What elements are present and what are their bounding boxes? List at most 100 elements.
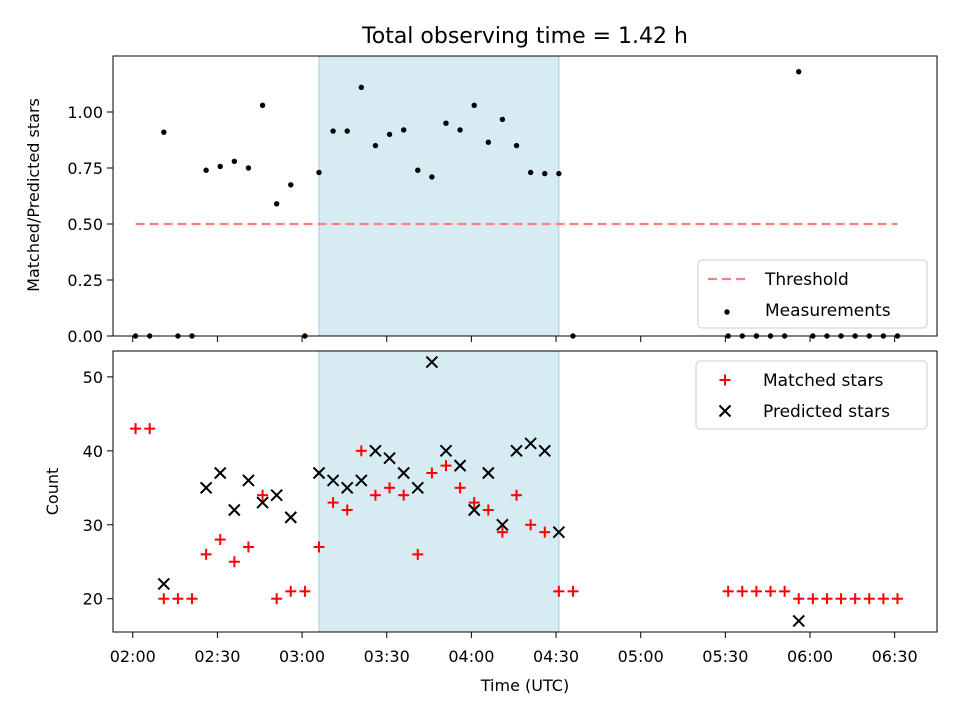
x-tick-label: 02:00 (110, 647, 156, 666)
top-y-tick-label: 0.75 (67, 159, 103, 178)
bottom-y-tick-label: 40 (83, 442, 103, 461)
predicted-star-marker (284, 511, 297, 524)
predicted-star-marker (157, 577, 171, 591)
measurement-point (415, 167, 421, 173)
measurement-point (796, 68, 802, 75)
x-tick-label: 06:00 (787, 647, 833, 666)
matched-star-marker (496, 526, 508, 538)
measurement-point (259, 102, 266, 108)
bottom-observing-span (318, 350, 560, 633)
matched-star-marker (327, 497, 339, 509)
top-y-tick-label: 0.50 (67, 215, 103, 234)
measurement-point (330, 128, 336, 134)
x-tick-label: 04:30 (533, 647, 579, 666)
predicted-star-marker (214, 466, 227, 480)
bottom-y-axis-label: Count (43, 468, 62, 516)
matched-star-marker (186, 593, 198, 605)
measurement-point (358, 84, 365, 91)
matched-star-marker (849, 593, 861, 605)
matched-star-marker (200, 548, 212, 560)
top-x-ticks (132, 336, 896, 342)
predicted-star-marker (199, 481, 213, 495)
bottom-series-layer (130, 355, 903, 628)
measurement-point (161, 129, 167, 135)
measurement-point (372, 142, 379, 149)
predicted-star-marker (538, 444, 551, 458)
measurement-point (386, 131, 393, 138)
matched-star-marker (369, 489, 381, 501)
predicted-star-marker (439, 444, 453, 458)
matched-star-marker (158, 593, 170, 605)
matched-star-marker (539, 526, 551, 538)
predicted-star-marker (482, 466, 495, 480)
ratio-panel: 0.00 0.25 0.50 0.75 1.00 Total observing tim… (24, 24, 938, 346)
matched-star-marker (807, 593, 819, 605)
matched-star-marker (130, 423, 142, 435)
x-tick-label: 04:00 (448, 647, 494, 666)
predicted-star-marker (411, 481, 424, 495)
measurement-point (245, 165, 252, 171)
matched-star-marker (877, 593, 889, 605)
matched-star-marker (412, 548, 424, 560)
predicted-star-marker (397, 466, 410, 480)
predicted-star-marker (792, 614, 805, 628)
matched-star-marker (228, 556, 240, 568)
measurement-point (429, 174, 435, 180)
matched-star-marker (821, 593, 833, 605)
x-tick-label: 02:30 (194, 647, 240, 666)
predicted-star-marker (467, 503, 481, 517)
legend-matched-swatch (719, 374, 731, 386)
matched-star-marker (793, 593, 805, 605)
top-y-tick-label: 0.25 (67, 271, 103, 290)
predicted-star-marker (228, 503, 241, 517)
matched-star-marker (835, 593, 847, 605)
matched-star-marker (440, 460, 452, 472)
legend-box (695, 360, 928, 430)
matched-star-marker (355, 445, 367, 457)
legend-entry-label: Threshold (764, 270, 849, 290)
bottom-legend: Matched stars Predicted stars (695, 360, 928, 430)
matched-star-marker (299, 585, 311, 597)
predicted-star-marker (270, 488, 283, 502)
chart-title: Total observing time = 1.42 h (361, 24, 688, 49)
matched-star-marker (765, 585, 777, 597)
matched-star-marker (214, 534, 226, 546)
measurement-point (556, 170, 562, 177)
predicted-star-marker (496, 518, 509, 531)
matched-star-marker (242, 541, 254, 553)
top-y-ticks: 0.00 0.25 0.50 0.75 1.00 (67, 103, 113, 346)
matched-star-marker (384, 482, 396, 494)
matched-star-marker (257, 489, 269, 501)
measurement-point (316, 169, 322, 176)
legend-measurement-swatch (724, 309, 730, 315)
measurement-point (471, 102, 477, 108)
x-tick-label: 06:30 (872, 647, 918, 666)
matched-star-marker (567, 585, 579, 597)
matched-star-marker (482, 504, 494, 516)
top-axes-frame (112, 55, 938, 337)
measurement-point (400, 127, 407, 133)
predicted-star-marker (326, 474, 340, 487)
predicted-star-marker (355, 474, 368, 487)
predicted-star-marker (312, 466, 326, 480)
predicted-star-marker (425, 355, 439, 369)
measurement-point (457, 127, 463, 133)
matched-star-marker (525, 519, 537, 531)
measurement-point (344, 128, 350, 134)
measurement-point (499, 116, 506, 123)
matched-star-marker (750, 585, 762, 597)
top-y-tick-label: 0.00 (67, 327, 103, 346)
top-y-axis-label: Matched/Predicted stars (24, 98, 43, 292)
matched-star-marker (313, 541, 325, 553)
measurement-point (273, 201, 280, 207)
bottom-x-ticks: 02:00 02:30 03:00 03:30 04:00 04:30 05:00 05:30… (110, 632, 918, 666)
measurement-point (513, 142, 520, 149)
matched-star-marker (172, 593, 184, 605)
matched-star-marker (722, 585, 734, 597)
legend-box (697, 259, 928, 329)
x-tick-label: 03:30 (364, 647, 410, 666)
measurement-point (443, 120, 449, 126)
x-tick-label: 05:00 (618, 647, 664, 666)
